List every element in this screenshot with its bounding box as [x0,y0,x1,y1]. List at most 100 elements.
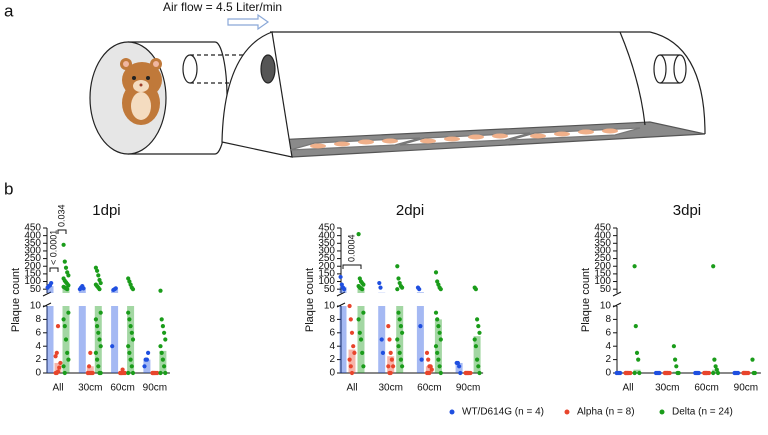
data-point [126,311,130,315]
data-point [81,286,85,290]
data-point [99,371,103,375]
data-point [439,287,443,291]
x-tick-label: 90cm [143,383,167,394]
data-point [66,358,70,362]
data-point [417,287,421,291]
data-point [110,344,114,348]
data-point [457,364,461,368]
panel-label: a [4,1,14,20]
data-point [62,364,66,368]
data-point [65,287,69,291]
data-point [476,324,480,328]
data-point [96,331,100,335]
data-point [88,351,92,355]
data-point [352,351,356,355]
data-point [435,317,439,321]
data-point [633,264,637,268]
data-point [386,324,390,328]
data-point [95,269,99,273]
data-point [395,287,399,291]
data-point [434,344,438,348]
data-point [390,358,394,362]
data-point [161,324,165,328]
data-point [673,358,677,362]
data-point [381,351,385,355]
data-point [163,371,167,375]
x-tick-label: All [346,383,357,394]
data-point [711,264,715,268]
data-point [158,344,162,348]
y-axis-label: Plaque count [10,268,22,332]
y-tick-label: 2 [35,354,41,365]
data-point [360,351,364,355]
airflow-label: Air flow = 4.5 Liter/min [163,0,282,14]
data-point [712,358,716,362]
y-tick-label: 8 [605,314,611,325]
data-point [674,364,678,368]
data-point [387,337,391,341]
y-tick-label: 0 [329,368,335,379]
data-point [57,366,61,370]
chart-title: 3dpi [673,202,701,219]
data-point [58,361,62,365]
data-point [473,337,477,341]
data-point [420,358,424,362]
data-point [380,337,384,341]
data-point [399,324,403,328]
data-point [348,358,352,362]
data-point [389,351,393,355]
data-point [458,371,462,375]
legend-marker [450,410,455,415]
x-tick-label: 60cm [417,383,441,394]
data-point [396,344,400,348]
data-point [400,286,404,290]
data-point [396,276,400,280]
tube-outlet [261,55,275,83]
data-point [126,344,130,348]
y-tick-label: 0 [605,368,611,379]
legend-marker [565,410,570,415]
x-tick-label: 90cm [734,383,758,394]
data-point [711,371,715,375]
data-point [348,304,352,308]
y-tick-label: 6 [605,327,611,338]
data-point [153,371,157,375]
chart-title: 1dpi [92,202,120,219]
data-point [389,371,393,375]
data-point [66,273,70,277]
data-point [350,331,354,335]
data-point [665,371,669,375]
bar [79,306,86,373]
tunnel-end-face [620,32,645,125]
y-tick-label: 6 [35,327,41,338]
data-point [62,243,66,247]
data-point [131,287,135,291]
data-point [55,351,59,355]
data-point [97,287,101,291]
y-axis-label: Plaque count [580,268,592,332]
data-point [744,371,748,375]
y-axis-label: Plaque count [304,268,316,332]
data-point [162,331,166,335]
data-point [466,371,470,375]
data-point [162,364,166,368]
data-point [434,270,438,274]
data-point [56,370,60,374]
data-point [63,260,67,264]
data-point [63,324,67,328]
airflow-arrow [228,15,268,29]
data-point [395,337,399,341]
data-point [131,371,135,375]
data-point [66,311,70,315]
y-tick-label: 4 [605,341,611,352]
outlet-end [674,55,686,83]
data-point [418,324,422,328]
tube-inlet [183,55,197,83]
y-tick-label: 2 [605,354,611,365]
data-point [626,371,630,375]
data-point [396,311,400,315]
data-point [677,371,681,375]
significance-bracket [58,230,66,234]
data-point [391,364,395,368]
data-point [697,371,701,375]
